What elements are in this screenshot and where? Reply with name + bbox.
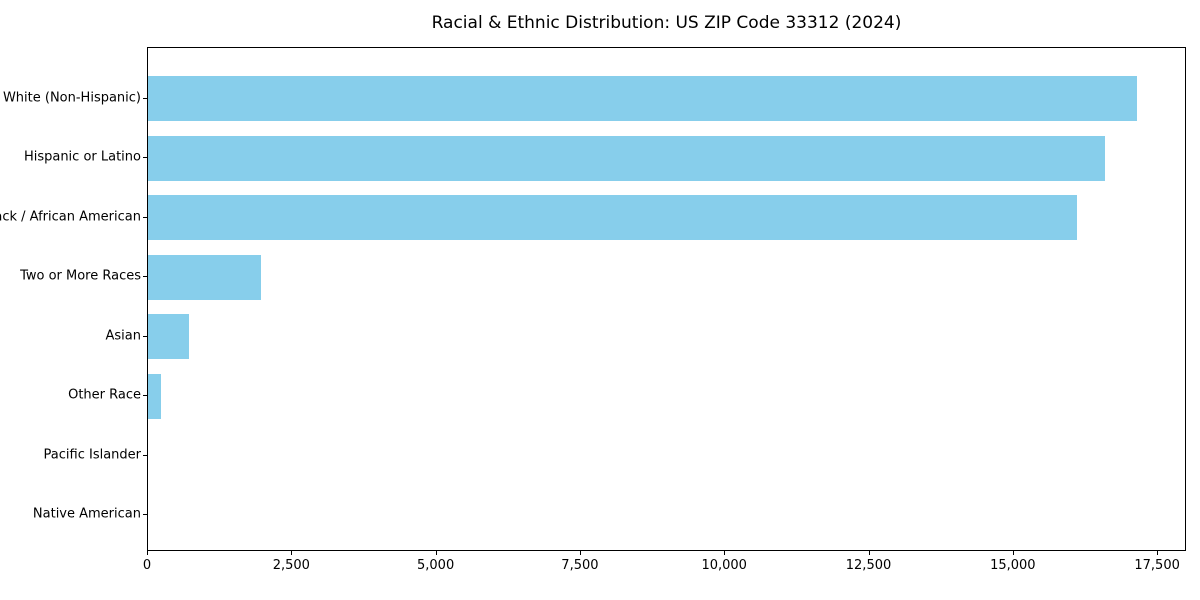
x-tick-mark bbox=[1157, 551, 1159, 555]
x-tick-mark bbox=[579, 551, 581, 555]
bar-two-or-more-races bbox=[148, 254, 262, 300]
bar-white-non-hispanic bbox=[148, 76, 1138, 121]
bar-asian bbox=[148, 314, 189, 359]
y-axis-labels: White (Non-Hispanic) Hispanic or Latino Bl… bbox=[0, 47, 141, 551]
y-tick-mark bbox=[143, 216, 147, 218]
y-tick-mark bbox=[143, 335, 147, 337]
x-tick-mark bbox=[868, 551, 870, 555]
x-tick-label-10-000: 10,000 bbox=[701, 558, 747, 573]
y-label-pacific-islander: Pacific Islander bbox=[43, 447, 141, 462]
y-tick-mark bbox=[143, 395, 147, 396]
x-tick-label-12-500: 12,500 bbox=[845, 558, 892, 573]
y-label-other-race: Other Race bbox=[68, 387, 141, 403]
bar-hispanic-or-latino bbox=[148, 135, 1106, 181]
x-tick-label-2-500: 2,500 bbox=[272, 558, 310, 573]
bar-black-african-american bbox=[148, 195, 1078, 240]
bar-other-race bbox=[148, 373, 162, 419]
y-tick-mark bbox=[143, 157, 147, 158]
x-tick-label-15-000: 15,000 bbox=[990, 558, 1036, 573]
y-label-native-american: Native American bbox=[32, 506, 141, 522]
x-tick-label-17-500: 17,500 bbox=[1134, 558, 1180, 573]
x-tick-mark bbox=[147, 551, 148, 555]
y-label-black-african-american: Black / African American bbox=[0, 209, 141, 224]
y-label-hispanic-or-latino: Hispanic or Latino bbox=[23, 149, 141, 165]
y-label-white-non-hispanic: White (Non-Hispanic) bbox=[2, 90, 141, 105]
y-tick-mark bbox=[143, 514, 147, 515]
x-tick-mark bbox=[435, 551, 437, 555]
chart-title: Racial & Ethnic Distribution: US ZIP Cod… bbox=[431, 13, 902, 33]
y-tick-mark bbox=[143, 276, 147, 277]
plot-area bbox=[147, 47, 1186, 551]
y-tick-mark bbox=[143, 454, 147, 456]
x-tick-mark bbox=[724, 551, 726, 555]
x-tick-label-7-500: 7,500 bbox=[561, 558, 599, 573]
y-tick-mark bbox=[143, 97, 147, 99]
x-tick-label-5-000: 5,000 bbox=[417, 558, 455, 573]
y-label-two-or-more-races: Two or More Races bbox=[20, 268, 141, 284]
x-tick-mark bbox=[1012, 551, 1014, 555]
x-tick-label-0: 0 bbox=[142, 558, 152, 573]
x-tick-mark bbox=[291, 551, 293, 555]
y-label-asian: Asian bbox=[105, 328, 141, 343]
